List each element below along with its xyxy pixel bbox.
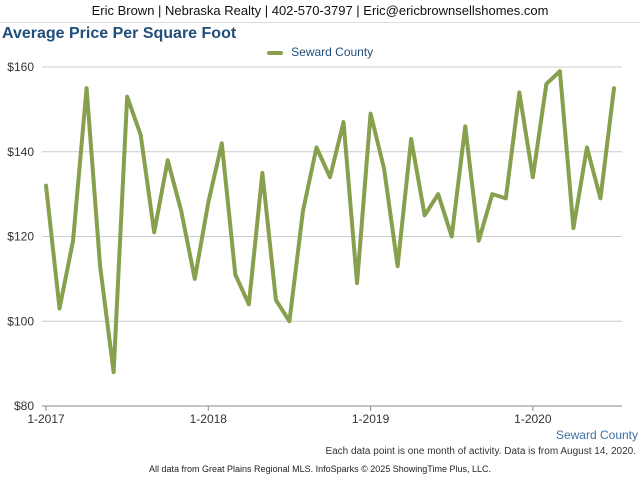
data-point (44, 184, 48, 188)
header-contact-bar: Eric Brown | Nebraska Realty | 402-570-3… (0, 0, 640, 23)
y-tick-label: $100 (7, 314, 34, 328)
data-point (301, 209, 305, 213)
x-tick-label: 1-2017 (27, 412, 65, 426)
data-point (125, 95, 129, 99)
data-point (571, 226, 575, 230)
data-point (396, 264, 400, 268)
data-point (504, 196, 508, 200)
data-point (58, 307, 62, 311)
data-point (152, 230, 156, 234)
data-point (71, 239, 75, 243)
header-contact-text: Eric Brown | Nebraska Realty | 402-570-3… (91, 3, 549, 18)
data-point (450, 235, 454, 238)
line-chart: $80 $100 $120 $140 $160 1-2017 1-2018 1-2019 1-2… (7, 60, 622, 426)
data-point (85, 86, 89, 90)
data-point (206, 201, 210, 205)
legend[interactable]: Seward County (0, 45, 640, 59)
data-point (233, 273, 237, 277)
data-point (423, 213, 427, 217)
x-tick-label: 1-2019 (352, 412, 390, 426)
chart-title: Average Price Per Square Foot (2, 25, 237, 42)
data-point (166, 158, 170, 162)
x-axis-caption: Seward County (555, 428, 638, 442)
y-tick-label: $120 (7, 230, 34, 244)
data-point (490, 192, 494, 196)
data-point (558, 69, 562, 73)
y-tick-label: $160 (7, 60, 34, 74)
data-point (531, 175, 535, 179)
y-tick-label: $80 (14, 399, 34, 413)
data-point (193, 277, 197, 281)
data-point (477, 239, 481, 243)
legend-label: Seward County (291, 45, 374, 59)
data-point (98, 264, 102, 268)
data-point (598, 196, 602, 200)
data-note: Each data point is one month of activity… (325, 446, 636, 457)
legend-swatch (266, 50, 283, 55)
x-tick-label: 1-2020 (514, 412, 552, 426)
data-point (274, 298, 278, 302)
data-point (355, 281, 359, 285)
footer-credit: All data from Great Plains Regional MLS.… (149, 464, 491, 474)
x-tick-label: 1-2018 (190, 412, 228, 426)
data-point (463, 124, 467, 128)
data-point (179, 209, 183, 213)
data-point (544, 82, 548, 86)
data-point (436, 192, 440, 196)
data-point (342, 120, 346, 124)
series-line (44, 69, 616, 375)
data-point (328, 175, 332, 179)
data-point (409, 137, 413, 141)
data-point (220, 141, 224, 145)
data-point (585, 146, 589, 150)
data-point (382, 167, 386, 171)
data-point (260, 171, 264, 175)
data-point (139, 133, 143, 137)
data-point (112, 370, 116, 374)
y-tick-label: $140 (7, 145, 34, 159)
data-point (517, 90, 521, 94)
data-point (287, 319, 291, 323)
data-point (612, 86, 616, 90)
data-point (369, 112, 373, 116)
data-point (314, 146, 318, 150)
data-point (247, 302, 251, 306)
